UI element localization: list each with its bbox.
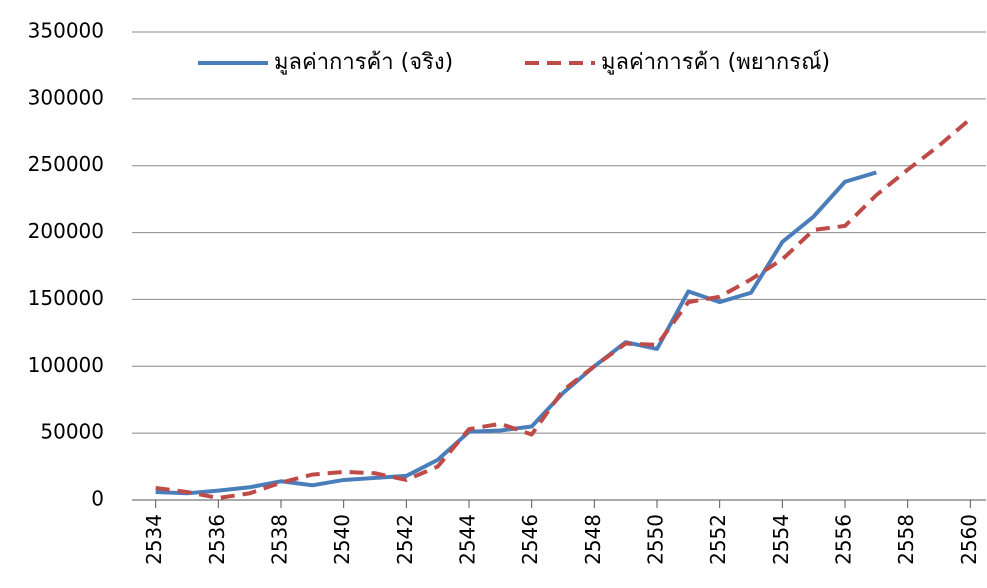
legend-label: มูลค่าการค้า (จริง): [274, 50, 453, 75]
x-tick-label: 2556: [832, 514, 856, 565]
y-tick-label: 50000: [40, 420, 104, 444]
legend-label: มูลค่าการค้า (พยากรณ์): [601, 50, 830, 75]
y-tick-label: 350000: [28, 19, 104, 43]
x-tick-label: 2560: [957, 514, 981, 565]
y-tick-label: 200000: [28, 219, 104, 243]
series-line: [156, 119, 971, 498]
y-tick-label: 250000: [28, 152, 104, 176]
chart: 0 50000 100000 150000 200000 250000 300000 3500…: [0, 0, 987, 588]
x-tick-label: 2544: [456, 514, 480, 565]
y-tick-label: 100000: [28, 353, 104, 377]
y-tick-label: 300000: [28, 85, 104, 109]
x-tick-label: 2552: [706, 514, 730, 565]
x-tick-label: 2538: [268, 514, 292, 565]
x-tick-label: 2534: [142, 514, 166, 565]
x-tick-label: 2536: [205, 514, 229, 565]
x-tick-label: 2540: [330, 514, 354, 565]
x-tick-label: 2542: [393, 514, 417, 565]
series-line: [156, 172, 877, 493]
x-tick-label: 2550: [644, 514, 668, 565]
x-tick-label: 2558: [894, 514, 918, 565]
x-tick-label: 2554: [769, 514, 793, 565]
x-tick-label: 2546: [518, 514, 542, 565]
y-tick-label: 0: [91, 487, 104, 511]
x-tick-label: 2548: [581, 514, 605, 565]
y-tick-label: 150000: [28, 286, 104, 310]
